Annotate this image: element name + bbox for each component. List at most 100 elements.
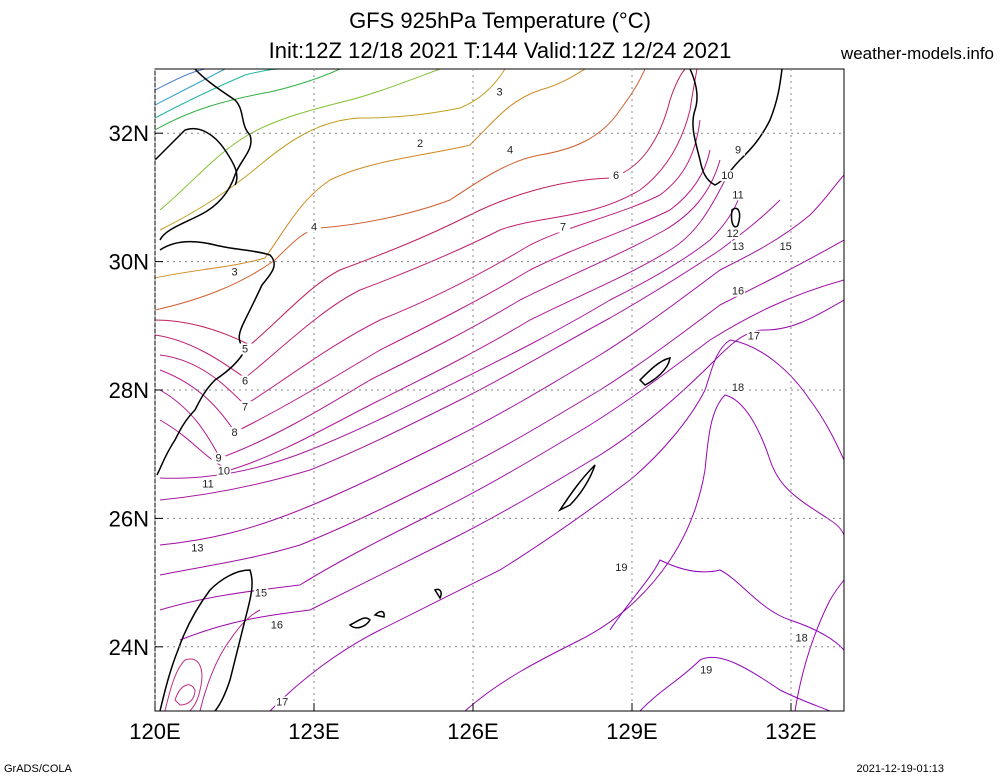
contour-label: 19 <box>615 562 627 574</box>
contour-label-bg <box>731 144 745 156</box>
contour-label: 4 <box>311 222 317 234</box>
contour-label: 5 <box>242 343 248 355</box>
contour-label: 19 <box>700 664 712 676</box>
contour-line-12 <box>159 199 781 501</box>
contour-label: 18 <box>795 632 807 644</box>
lat-tick-label: 26N <box>109 506 149 531</box>
contour-label-bg <box>731 189 745 201</box>
contour-label-bg <box>216 465 231 477</box>
contour-label-bg <box>794 632 809 644</box>
contour-line-9 <box>159 159 721 459</box>
contour-label: 6 <box>242 376 248 388</box>
contour-label-bg <box>201 478 215 490</box>
contour-label-bg <box>269 619 284 631</box>
generated-timestamp: 2021-12-19-01:13 <box>856 763 944 775</box>
contour-line-15 <box>159 279 844 611</box>
lon-tick-label: 120E <box>129 719 180 744</box>
contour-line-16 <box>179 299 844 641</box>
contour-label: 16 <box>732 286 744 298</box>
contour-label-bg <box>699 664 714 676</box>
contour-label-bg <box>211 452 226 464</box>
contour-label-bg <box>778 240 793 252</box>
contour-label: 17 <box>276 697 288 709</box>
contour-label-bg <box>307 221 321 233</box>
contour-line-3 <box>155 69 586 279</box>
contour-label: 16 <box>271 620 283 632</box>
coastline-ryukyu-1 <box>638 357 671 386</box>
contour-label: 13 <box>191 543 203 555</box>
coastline-tanegashima <box>730 207 741 228</box>
lon-tick-label: 126E <box>447 719 498 744</box>
contour-label: 13 <box>732 241 744 253</box>
contour-line-14 <box>159 239 844 576</box>
contour-label: 9 <box>216 453 222 465</box>
contour-line-17 <box>269 339 844 711</box>
coastline-yellow-sea <box>155 128 238 186</box>
contour-label-bg <box>227 266 242 278</box>
contour-line-cold <box>155 69 226 106</box>
site-credit: weather-models.info <box>840 44 994 63</box>
contour-line-cold <box>155 69 341 131</box>
coastline-ryukyu-2 <box>557 464 596 512</box>
contour-line-warm-pocket <box>199 609 261 711</box>
coastline-island-small <box>433 588 442 600</box>
contour-label-bg <box>614 561 629 573</box>
contour-line-18 <box>464 394 844 711</box>
coastline-ryukyu-4 <box>373 610 385 618</box>
contour-label: 7 <box>242 401 248 413</box>
coastline-japan-kyushu <box>689 69 783 186</box>
lon-tick-label: 123E <box>288 719 339 744</box>
contour-label-bg <box>731 382 745 393</box>
lon-tick-label: 132E <box>765 719 816 744</box>
contour-label: 11 <box>202 478 213 490</box>
contour-label: 15 <box>780 241 792 253</box>
contour-label-bg <box>238 343 253 355</box>
software-credit: GrADS/COLA <box>4 763 72 775</box>
contour-label: 7 <box>560 222 566 234</box>
coastline-china <box>156 69 275 476</box>
axis-ticks <box>154 132 792 711</box>
coastline-ryukyu-3 <box>348 617 371 629</box>
contour-line-warm-pocket <box>174 684 196 706</box>
contour-line-cold <box>155 69 206 91</box>
contour-label-bg <box>413 138 427 150</box>
contour-label: 2 <box>417 138 423 150</box>
lon-tick-label: 129E <box>606 719 657 744</box>
contour-line-4 <box>155 69 646 311</box>
lat-tick-label: 24N <box>109 635 149 660</box>
contour-label: 12 <box>727 228 739 240</box>
contour-label-bg <box>238 401 253 413</box>
grid-lines <box>154 69 844 711</box>
contour-label-bg <box>254 587 268 599</box>
contour-line-2 <box>159 69 506 231</box>
contour-line-5 <box>155 69 686 346</box>
contour-label: 9 <box>735 144 741 156</box>
contour-line-cold <box>159 69 441 211</box>
contour-line-11 <box>159 194 741 479</box>
coastline-taiwan <box>159 569 253 711</box>
contour-label-bg <box>275 696 290 708</box>
contour-label-bg <box>725 227 740 239</box>
contour-label-bg <box>492 86 507 98</box>
map-subtitle: Init:12Z 12/18 2021 T:144 Valid:12Z 12/2… <box>268 38 732 63</box>
lat-tick-label: 28N <box>109 378 149 403</box>
contour-label-bg <box>731 240 745 252</box>
contour-label-bg <box>190 542 205 554</box>
contour-line-19 <box>639 656 831 711</box>
contour-label-bg <box>238 375 253 387</box>
contour-label-bg <box>556 221 571 233</box>
contour-label-bg <box>609 170 624 182</box>
lat-tick-label: 30N <box>109 250 149 275</box>
contour-label: 3 <box>231 266 237 278</box>
contour-line-19 <box>609 559 844 651</box>
contour-label: 3 <box>496 87 502 99</box>
contour-label-bg <box>746 330 761 342</box>
contour-label-bg <box>503 144 518 156</box>
contour-label-bg <box>731 285 745 297</box>
contour-label-bg <box>720 170 735 182</box>
contour-label: 6 <box>613 170 619 182</box>
contour-label-bg <box>227 426 242 438</box>
contour-label: 17 <box>748 331 760 343</box>
contour-line-warm-pocket <box>164 658 203 711</box>
